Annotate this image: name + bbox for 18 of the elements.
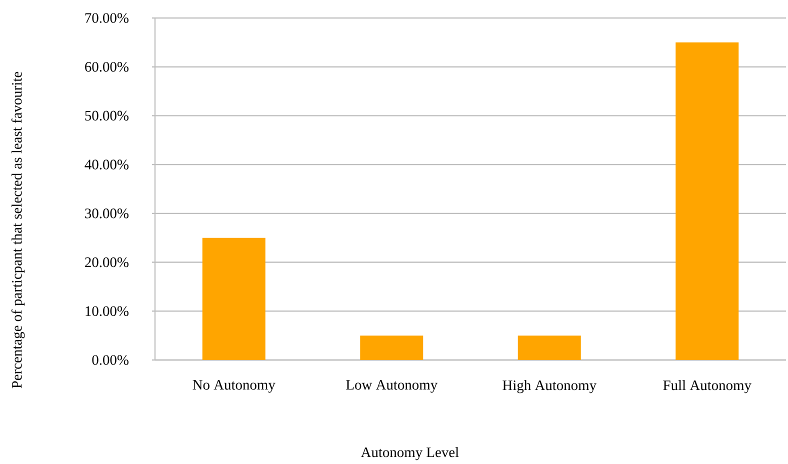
y-tick-label: 60.00% — [85, 62, 128, 72]
y-tick-label: 30.00% — [85, 208, 128, 218]
y-tick-label: 70.00% — [85, 13, 128, 23]
y-tick-label: 40.00% — [84, 160, 128, 170]
y-tick-label: 20.00% — [85, 257, 128, 268]
x-axis-title: Autonomy Level — [360, 447, 459, 460]
y-tick-label: 0.00% — [92, 355, 128, 365]
x-tick-label: High Autonomy — [502, 380, 596, 394]
bar — [518, 336, 581, 360]
bar — [202, 238, 266, 360]
y-axis-title: Percentage of particpant that selected as least favourite — [11, 72, 25, 388]
x-tick-label: Full Autonomy — [663, 380, 752, 394]
y-tick-label: 50.00% — [85, 110, 128, 121]
bar — [676, 42, 739, 360]
bar — [360, 336, 424, 360]
x-tick-label: No Autonomy — [192, 380, 276, 393]
x-tick-label: Low Autonomy — [346, 380, 438, 393]
y-tick-label: 10.00% — [86, 306, 128, 316]
